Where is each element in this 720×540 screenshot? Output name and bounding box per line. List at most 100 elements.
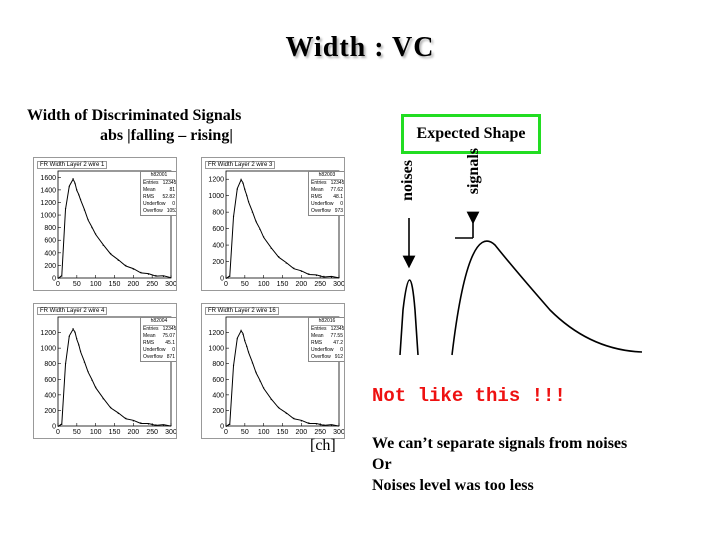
histogram-bin-point — [338, 424, 340, 427]
signals-label: signals — [465, 148, 482, 195]
x-tick-label: 0 — [224, 281, 228, 288]
histogram-bin-point — [140, 271, 142, 273]
histogram-4-plot: 0 50 100 150 200 250 300 0 200 400 600 800 1000 1200 — [208, 316, 344, 436]
y-tick-label: 1000 — [40, 213, 56, 220]
histogram-bin-point — [140, 422, 142, 424]
stats-row: Underflow 0 — [143, 201, 175, 208]
x-tick-label: 50 — [241, 429, 249, 436]
stats-key: Mean — [143, 187, 156, 193]
stats-key: Underflow — [311, 201, 334, 207]
histogram-bin-point — [338, 276, 340, 278]
stats-row: Mean 81 — [143, 187, 175, 194]
stats-key: Underflow — [311, 347, 334, 353]
x-tick-label: 250 — [146, 281, 158, 288]
stats-value: 75.07 — [162, 333, 175, 339]
stats-name: h82004 — [143, 318, 175, 326]
explanation-note: We can’t separate signals from noises Or… — [372, 433, 627, 496]
y-tick-label: 600 — [212, 377, 224, 384]
x-tick-label: 0 — [56, 281, 60, 288]
subtitle-line-1: Width of Discriminated Signals — [27, 107, 242, 124]
histogram-bin-point — [293, 267, 295, 269]
y-tick-label: 1000 — [208, 193, 224, 200]
y-tick-label: 600 — [44, 377, 56, 384]
stats-value: 0 — [172, 201, 175, 207]
histogram-bin-point — [225, 425, 227, 427]
stats-row: Entries123456 — [311, 326, 345, 333]
stats-key: Entries — [311, 326, 327, 332]
histogram-bin-point — [57, 277, 59, 279]
histogram-bin-point — [232, 215, 235, 217]
x-tick-label: 200 — [295, 429, 307, 436]
stats-row: Entries123456 — [311, 180, 345, 187]
stats-key: Underflow — [143, 347, 166, 353]
histogram-bin-point — [232, 364, 235, 366]
stats-key: Mean — [311, 187, 324, 193]
stats-name: h82003 — [311, 172, 343, 180]
x-tick-label: 200 — [295, 281, 307, 288]
y-tick-label: 600 — [212, 226, 224, 233]
histogram-panel-2: 0 50 100 150 200 250 300 0 200 400 600 800 1000 1200 … — [201, 157, 345, 291]
y-tick-label: 600 — [44, 238, 56, 245]
stats-name: h82001 — [143, 172, 175, 180]
histogram-bin-point — [248, 200, 250, 203]
stats-value: 77.55 — [330, 333, 343, 339]
histogram-bin-point — [229, 275, 231, 277]
histogram-bin-point — [61, 423, 63, 426]
histogram-4-title: FR Width Layer 2 wire 16 — [205, 307, 279, 315]
stats-key: Overflow — [143, 354, 163, 360]
histogram-bin-point — [87, 218, 89, 221]
histogram-bin-point — [323, 424, 325, 426]
histogram-bin-point — [117, 259, 119, 261]
histogram-bin-point — [68, 186, 70, 188]
histogram-bin-point — [246, 345, 248, 348]
stats-key: Underflow — [143, 201, 166, 207]
y-tick-label: 1400 — [40, 187, 56, 194]
x-tick-label: 150 — [109, 429, 121, 436]
histogram-bin-point — [246, 195, 248, 197]
stats-value: 45.1 — [165, 340, 175, 346]
signal-peak-curve — [451, 240, 643, 356]
y-tick-label: 1200 — [40, 330, 56, 337]
x-tick-label: 150 — [109, 281, 121, 288]
stats-key: RMS — [143, 340, 155, 346]
histogram-bin-point — [300, 420, 302, 422]
histogram-bin-point — [95, 386, 97, 388]
histogram-series-line — [57, 178, 172, 279]
histogram-bin-point — [255, 220, 257, 222]
histogram-bin-point — [251, 211, 253, 213]
x-tick-label: 250 — [314, 281, 326, 288]
histogram-bin-point — [240, 329, 242, 331]
stats-value: 52.82 — [162, 194, 175, 200]
y-tick-label: 800 — [44, 361, 56, 368]
histogram-bin-point — [102, 244, 104, 246]
histogram-bin-point — [91, 227, 93, 229]
histogram-bin-point — [330, 276, 333, 278]
stats-value: 1052 — [166, 208, 177, 214]
histogram-2-plot: 0 50 100 150 200 250 300 0 200 400 600 800 1000 1200 — [208, 170, 344, 288]
stats-key: Mean — [143, 333, 156, 339]
y-tick-label: 0 — [52, 276, 56, 283]
histogram-bin-point — [315, 423, 317, 425]
stats-value: 123456 — [330, 180, 345, 186]
histogram-bin-point — [278, 256, 280, 258]
histogram-bin-point — [285, 412, 287, 415]
histogram-bin-point — [259, 380, 261, 382]
y-tick-label: 1200 — [40, 200, 56, 207]
histogram-bin-point — [74, 331, 76, 334]
histogram-bin-point — [68, 335, 70, 338]
note-line-3: Noises level was too less — [372, 477, 534, 494]
stats-key: RMS — [311, 340, 323, 346]
x-tick-label: 150 — [277, 429, 289, 436]
histogram-bin-point — [330, 424, 333, 426]
histogram-bin-point — [170, 424, 172, 427]
y-tick-label: 200 — [44, 408, 56, 415]
histogram-bin-point — [170, 276, 172, 278]
histogram-bin-point — [236, 188, 238, 190]
stats-name: h82016 — [311, 318, 343, 326]
stats-value: 871 — [166, 354, 176, 360]
histogram-bin-point — [263, 236, 265, 238]
histogram-bin-point — [80, 350, 82, 352]
histogram-2-title: FR Width Layer 2 wire 3 — [205, 161, 276, 169]
stats-value: 123456 — [330, 326, 345, 332]
x-tick-label: 300 — [333, 429, 344, 436]
